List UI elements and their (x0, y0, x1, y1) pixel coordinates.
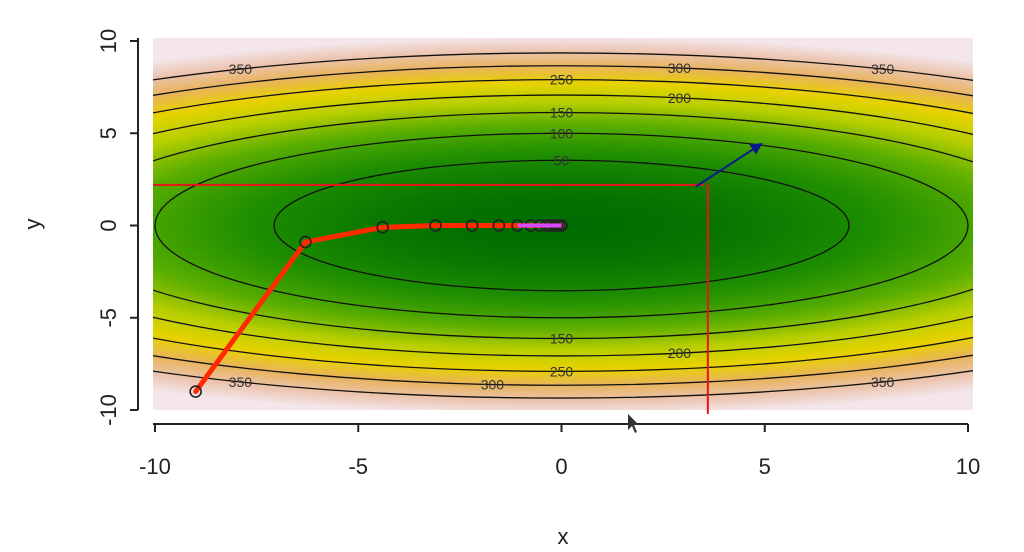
y-ticks: -10 -5 0 5 10 (96, 29, 138, 426)
contour-label-l300_top: 300 (668, 60, 692, 76)
contour-label-l50: 50 (554, 152, 570, 168)
contour-lines (153, 52, 973, 399)
x-tick-label: -5 (348, 454, 368, 479)
contour-level-350 (153, 52, 973, 399)
descent-point (492, 219, 506, 232)
annotation-lines (153, 183, 709, 414)
x-tick-label: 5 (759, 454, 771, 479)
contour-label-l350_br: 350 (871, 374, 895, 390)
descent-point (299, 235, 312, 249)
descent-point (429, 219, 442, 232)
contour-label-l200_bot: 200 (668, 345, 692, 361)
contour-label-l150_top: 150 (550, 105, 574, 121)
contour-level-100 (154, 132, 969, 319)
contour-label-l350_tl: 350 (229, 61, 253, 77)
x-axis-title: x (558, 524, 569, 549)
y-tick-label: 5 (96, 127, 121, 139)
descent-point (189, 385, 202, 398)
contour-label-l350_tr: 350 (871, 61, 895, 77)
contour-level-250 (153, 79, 973, 372)
y-tick-label: -10 (96, 394, 121, 426)
gradient-arrow-layer (695, 143, 763, 188)
contour-level-200 (153, 94, 973, 357)
descent-path (189, 219, 568, 398)
contour-label-l100: 100 (550, 125, 574, 141)
contour-label-l250_top: 250 (550, 72, 574, 88)
y-tick-label: -5 (96, 308, 121, 328)
x-ticks: -10 -5 0 5 10 (139, 424, 980, 479)
x-tick-label: -10 (139, 454, 171, 479)
y-tick-label: 10 (96, 29, 121, 53)
descent-point (376, 221, 389, 234)
plot-area: 50 100 150 150 200 200 250 250 300 300 350 350 350 35… (153, 38, 973, 414)
axes: -10 -5 0 5 10 -10 -5 0 5 10 x y (20, 29, 980, 549)
contour-level-150 (153, 111, 973, 340)
descent-point (465, 219, 479, 232)
contour-label-l350_bl: 350 (229, 374, 253, 390)
contour-label-l300_bot: 300 (481, 377, 505, 393)
contour-labels: 50 100 150 150 200 200 250 250 300 300 350 350 350 35… (229, 60, 895, 393)
x-tick-label: 10 (956, 454, 980, 479)
x-tick-label: 0 (555, 454, 567, 479)
mouse-cursor-icon (628, 414, 639, 433)
contour-label-l150_bot: 150 (550, 330, 574, 346)
y-tick-label: 0 (96, 219, 121, 231)
contour-label-l200_top: 200 (668, 90, 692, 106)
gradient-arrow (695, 143, 763, 188)
contour-label-l250_bot: 250 (550, 363, 574, 379)
y-axis-title: y (20, 219, 45, 230)
contour-level-300 (153, 65, 973, 386)
contour-level-50 (273, 159, 850, 292)
